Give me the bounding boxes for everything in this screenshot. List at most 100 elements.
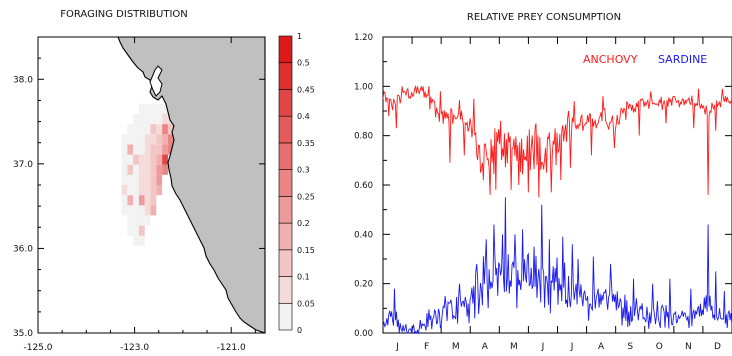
heatmap-cell <box>167 144 174 155</box>
colorbar-label: 0.25 <box>297 192 315 201</box>
heatmap-cell <box>127 185 134 196</box>
heatmap-cell <box>150 174 157 185</box>
heatmap-cell <box>150 205 157 216</box>
heatmap-cell <box>162 134 168 145</box>
heatmap-cell <box>144 103 151 114</box>
heatmap-cell <box>138 103 145 114</box>
heatmap-cell <box>138 225 145 236</box>
heatmap-cell <box>127 124 134 135</box>
heatmap-cell <box>150 154 157 165</box>
heatmap-cell <box>156 113 163 125</box>
legend-sardine: SARDINE <box>658 53 707 66</box>
y-tick-label: 1.20 <box>354 33 373 43</box>
colorbar-label: 0.35 <box>297 139 315 148</box>
heatmap-cell <box>162 124 168 135</box>
heatmap-cell <box>156 154 163 165</box>
heatmap-cell <box>144 215 151 226</box>
y-tick-label: 0.40 <box>354 230 373 240</box>
heatmap-cell <box>144 154 151 165</box>
heatmap-cell <box>133 195 139 206</box>
map-y-tick-label: 37.0 <box>13 160 33 170</box>
heatmap-cell <box>121 185 128 196</box>
x-tick-label: J <box>541 342 545 352</box>
colorbar-label: 0.15 <box>297 246 315 255</box>
heatmap-cell <box>127 195 134 206</box>
x-tick-label: D <box>714 342 721 352</box>
heatmap-cell <box>156 144 163 155</box>
heatmap-cell <box>133 164 139 175</box>
heatmap-cell <box>127 154 134 165</box>
x-tick-label: F <box>424 342 429 352</box>
heatmap-cell <box>138 144 145 155</box>
map-y-tick-label: 35.0 <box>13 329 33 339</box>
heatmap-cell <box>127 225 134 236</box>
heatmap-cell <box>133 144 139 155</box>
foraging-map: -125.0 -123.0 -121.0 35.0 36.0 37.0 38.0 <box>13 36 266 353</box>
colorbar-label: 0.3 <box>297 166 310 175</box>
colorbar-swatch <box>278 276 293 304</box>
line-y-axis: 0.00 0.20 0.40 0.60 0.80 1.00 1.20 <box>354 33 732 339</box>
heatmap-cell <box>144 124 151 135</box>
x-tick-label: J <box>570 342 574 352</box>
heatmap-cell <box>138 164 145 175</box>
heatmap-cell <box>144 113 151 125</box>
prey-consumption-chart: 0.00 0.20 0.40 0.60 0.80 1.00 1.20 J F M A M J J A S O N… <box>354 33 732 352</box>
colorbar-label: 0.4 <box>297 112 310 121</box>
heatmap-cell <box>127 164 134 175</box>
heatmap-cell <box>121 195 128 206</box>
heatmap-cell <box>156 164 163 175</box>
colorbar-swatch <box>278 142 293 170</box>
heatmap-cell <box>144 195 151 206</box>
colorbar-swatch <box>278 222 293 251</box>
bay-outline <box>149 65 163 97</box>
heatmap-cell <box>156 103 163 114</box>
colorbar-swatch <box>278 35 293 64</box>
map-x-tick-label: -123.0 <box>120 343 149 353</box>
heatmap-cell <box>133 185 139 196</box>
heatmap-cell <box>150 185 157 196</box>
map-y-tick-label: 36.0 <box>13 244 33 254</box>
heatmap-cell <box>121 205 128 216</box>
heatmap-cell <box>127 144 134 155</box>
x-tick-label: S <box>627 342 633 352</box>
y-tick-label: 0.60 <box>354 181 373 191</box>
heatmap-cell <box>150 134 157 145</box>
heatmap-cell <box>127 215 134 226</box>
y-tick-label: 1.00 <box>354 82 373 92</box>
colorbar-swatch <box>278 196 293 224</box>
colorbar-swatch <box>278 89 293 117</box>
heatmap-cell <box>156 134 163 145</box>
x-tick-label: N <box>685 342 692 352</box>
heatmap-cell <box>156 124 163 135</box>
colorbar-label: 0.5 <box>297 59 310 68</box>
series-line-sardine <box>382 197 732 335</box>
heatmap-cell <box>138 185 145 196</box>
line-chart-title: RELATIVE PREY CONSUMPTION <box>467 12 621 23</box>
map-x-tick-label: -121.0 <box>217 343 246 353</box>
colorbar-swatch <box>278 62 293 90</box>
heatmap-cell <box>150 124 157 135</box>
heatmap-cell <box>138 235 145 246</box>
heatmap-cell <box>127 205 134 216</box>
x-tick-label: J <box>395 342 399 352</box>
heatmap-cell <box>121 164 128 175</box>
x-tick-label: M <box>452 342 460 352</box>
heatmap-cell <box>144 164 151 175</box>
heatmap-cell <box>144 205 151 216</box>
heatmap-cell <box>138 205 145 216</box>
y-tick-label: 0.20 <box>354 280 373 290</box>
heatmap-cell <box>138 124 145 135</box>
heatmap-cell <box>150 103 157 114</box>
heatmap-cell <box>138 215 145 226</box>
heatmap-cell <box>150 164 157 175</box>
colorbar-swatch <box>278 115 293 144</box>
map-x-axis: -125.0 -123.0 -121.0 <box>23 37 256 353</box>
heatmap-cell <box>162 103 168 114</box>
heatmap-cell <box>156 185 163 196</box>
map-y-axis: 35.0 36.0 37.0 38.0 <box>13 57 265 339</box>
map-x-tick-label: -125.0 <box>23 343 52 353</box>
heatmap-cell <box>133 205 139 216</box>
heatmap-cell <box>144 174 151 185</box>
colorbar-label: 1 <box>297 32 302 41</box>
